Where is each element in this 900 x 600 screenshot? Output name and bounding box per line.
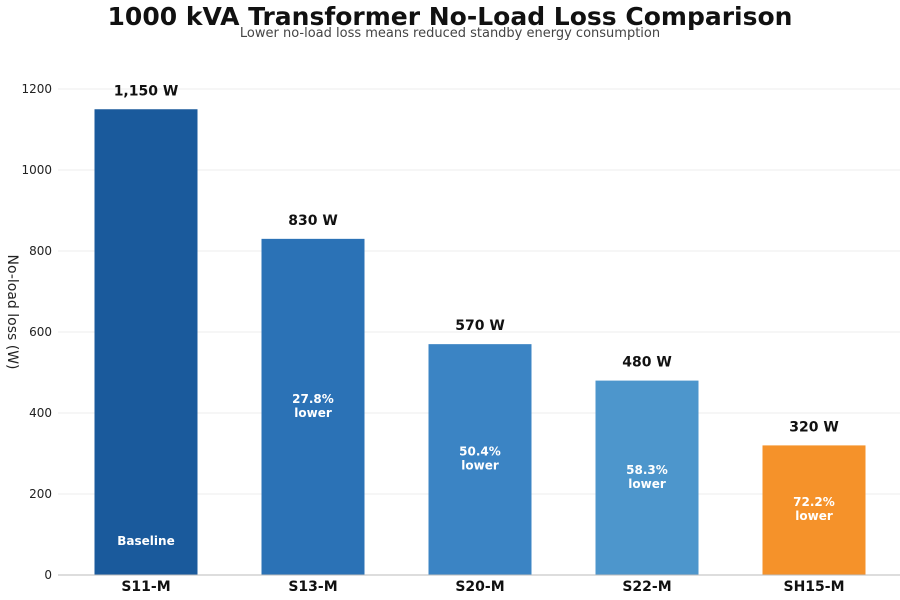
y-tick-label: 1000 — [21, 163, 52, 177]
bars — [94, 109, 866, 575]
value-label: 480 W — [622, 355, 672, 371]
y-tick-label: 200 — [29, 487, 52, 501]
inner-label: 72.2% — [793, 495, 835, 509]
value-label: 320 W — [789, 419, 839, 435]
labels: 0 200 400 600 800 1000 1200 1,150 W S11-M Baselin… — [21, 82, 844, 595]
inner-label: Baseline — [117, 534, 174, 548]
x-tick-label: S22-M — [622, 579, 671, 595]
inner-label: 50.4% — [459, 445, 501, 459]
bar-s13-m — [261, 238, 365, 575]
value-label: 1,150 W — [114, 83, 179, 99]
inner-label: lower — [795, 509, 833, 523]
bar-s11-m — [94, 109, 198, 575]
y-tick-label: 400 — [29, 406, 52, 420]
value-label: 830 W — [288, 213, 338, 229]
y-axis-label: No-load loss (W) — [4, 255, 20, 370]
inner-label: lower — [628, 477, 666, 491]
y-tick-label: 600 — [29, 325, 52, 339]
inner-label: lower — [461, 459, 499, 473]
x-tick-label: SH15-M — [783, 579, 844, 595]
chart-title: 1000 kVA Transformer No-Load Loss Compar… — [107, 2, 793, 31]
value-label: 570 W — [455, 318, 505, 334]
y-tick-label: 0 — [44, 568, 52, 582]
inner-label: lower — [294, 406, 332, 420]
bar-s20-m — [428, 344, 532, 575]
x-tick-label: S13-M — [288, 579, 337, 595]
y-tick-label: 800 — [29, 244, 52, 258]
inner-label: 58.3% — [626, 463, 668, 477]
x-tick-label: S11-M — [121, 579, 170, 595]
bar-s22-m — [595, 380, 699, 575]
inner-label: 27.8% — [292, 392, 334, 406]
x-tick-label: S20-M — [455, 579, 504, 595]
chart-subtitle: Lower no-load loss means reduced standby… — [239, 26, 661, 41]
bar-sh15-m — [762, 445, 866, 575]
y-tick-label: 1200 — [21, 82, 52, 96]
